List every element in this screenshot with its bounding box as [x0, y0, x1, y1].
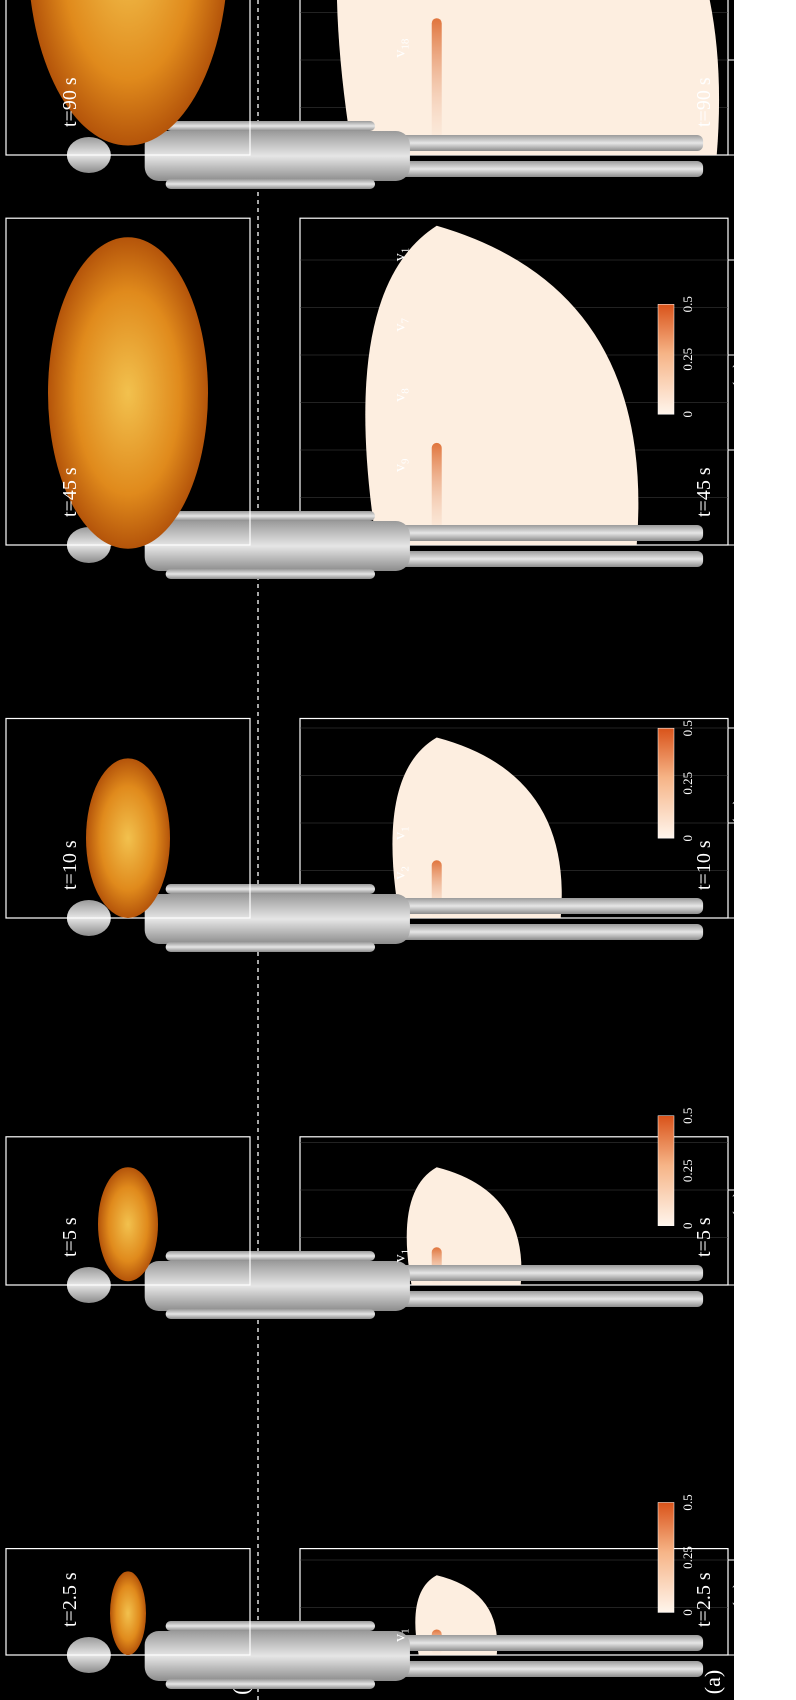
colorbar-tick: 0.25 [680, 1546, 695, 1569]
time-label: t=5 s [693, 1217, 715, 1257]
vortex-subscript: 9 [400, 458, 412, 464]
mannequin-torso [144, 521, 410, 571]
mannequin-leg [389, 135, 704, 151]
puff-envelope [365, 225, 639, 545]
time-label: t=10 s [693, 840, 715, 890]
time-label: t=10 s [59, 840, 81, 890]
cloud [48, 237, 208, 549]
panel-b-frame-2: t=10 s [5, 717, 251, 919]
mannequin-arm [165, 1251, 376, 1261]
figure-svg: (a)(b)t=2.5 sv100.5x (m)00.250.5t=5 sv10… [5, 0, 734, 1700]
colorbar-tick: 0 [680, 1609, 695, 1616]
colorbar-tick: 0.5 [680, 1108, 695, 1124]
mannequin-arm [165, 569, 376, 579]
mannequin-arm [165, 121, 376, 131]
axes-box [299, 1547, 729, 1656]
mannequin-figure [66, 121, 704, 189]
panel-b-frame-0: t=2.5 s [5, 1547, 251, 1656]
x-axis-title: x (m) [729, 1582, 734, 1622]
time-label: t=45 s [693, 467, 715, 517]
mannequin-torso [144, 1631, 410, 1681]
mannequin-leg [389, 1635, 704, 1651]
figure-canvas: (a)(b)t=2.5 sv100.5x (m)00.250.5t=5 sv10… [0, 0, 734, 1700]
colorbar [657, 304, 675, 415]
colorbar-tick: 0 [680, 1222, 695, 1229]
axes-box [5, 1136, 251, 1286]
vortex-subscript: 1 [400, 1628, 412, 1634]
vortex-label: v1 [392, 1628, 412, 1642]
mannequin-leg [389, 1661, 704, 1677]
cloud [86, 758, 170, 918]
mannequin-leg [389, 1291, 704, 1307]
panel-a-frame-4: t=90 sv18v17v16v100.51.01.52.02.5x (m) [66, 0, 734, 189]
vortex-subscript: 8 [400, 388, 412, 394]
vortex-subscript: 2 [400, 866, 412, 872]
mannequin-leg [389, 161, 704, 177]
x-axis-title: x (m) [729, 1191, 734, 1231]
mannequin-arm [165, 1621, 376, 1631]
time-label: t=90 s [693, 77, 715, 127]
panel-a-frame-0: t=2.5 sv100.5x (m)00.250.5 [66, 1494, 734, 1689]
panel-a-label: (a) [700, 1670, 725, 1694]
colorbar-tick: 0.5 [680, 720, 695, 736]
mannequin-leg [389, 525, 704, 541]
panel-a-frame-1: t=5 sv100.5x (m)00.250.5 [66, 1108, 734, 1319]
time-label: t=2.5 s [59, 1572, 81, 1627]
vortex-label: v1 [392, 1249, 412, 1263]
cloud [98, 1167, 158, 1282]
colorbar-tick: 0.5 [680, 1494, 695, 1510]
colorbar-tick: 0.5 [680, 296, 695, 312]
panel-a-frame-2: t=10 sv2v100.51.0x (m)00.250.5 [66, 717, 734, 952]
jet-core [431, 442, 442, 545]
jet-core [431, 18, 442, 155]
mannequin-leg [389, 898, 704, 914]
mannequin-arm [165, 884, 376, 894]
vortex-subscript: 1 [400, 826, 412, 832]
mannequin-arm [165, 1309, 376, 1319]
vortex-subscript: 7 [400, 318, 412, 324]
mannequin-arm [165, 1679, 376, 1689]
mannequin-arm [165, 511, 376, 521]
colorbar-tick: 0 [680, 835, 695, 842]
mannequin-figure [66, 1621, 704, 1689]
vortex-label: v1 [392, 248, 412, 262]
colorbar [657, 1502, 675, 1613]
mannequin-figure [66, 884, 704, 952]
cloud [110, 1571, 146, 1655]
vortex-subscript: 18 [400, 38, 412, 50]
puff-envelope [392, 737, 562, 918]
mannequin-torso [144, 1261, 410, 1311]
time-label: t=45 s [59, 467, 81, 517]
vortex-subscript: 1 [400, 248, 412, 254]
colorbar-tick: 0 [680, 411, 695, 418]
mannequin-arm [165, 942, 376, 952]
cloud [28, 0, 228, 146]
time-label: t=90 s [59, 77, 81, 127]
axes-box [5, 1547, 251, 1656]
panel-b-frame-4: t=90 s [5, 0, 251, 156]
mannequin-figure [66, 511, 704, 579]
colorbar-tick: 0.25 [680, 772, 695, 795]
mannequin-leg [389, 551, 704, 567]
mannequin-torso [144, 894, 410, 944]
colorbar-tick: 0.25 [680, 1159, 695, 1182]
colorbar [657, 727, 675, 839]
panel-a-frame-3: t=45 sv9v8v7v100.51.01.5x (m)00.250.5 [66, 217, 734, 579]
mannequin-arm [165, 179, 376, 189]
panel-b-frame-3: t=45 s [5, 217, 251, 549]
mannequin-torso [144, 131, 410, 181]
axes-box [5, 0, 251, 156]
x-axis-title: x (m) [729, 799, 734, 839]
colorbar [657, 1115, 675, 1226]
x-axis-title: x (m) [729, 362, 734, 402]
mannequin-leg [389, 924, 704, 940]
colorbar-tick: 0.25 [680, 348, 695, 371]
time-label: t=2.5 s [693, 1572, 715, 1627]
time-label: t=5 s [59, 1217, 81, 1257]
mannequin-leg [389, 1265, 704, 1281]
panel-b-frame-1: t=5 s [5, 1136, 251, 1286]
vortex-subscript: 1 [400, 1249, 412, 1255]
